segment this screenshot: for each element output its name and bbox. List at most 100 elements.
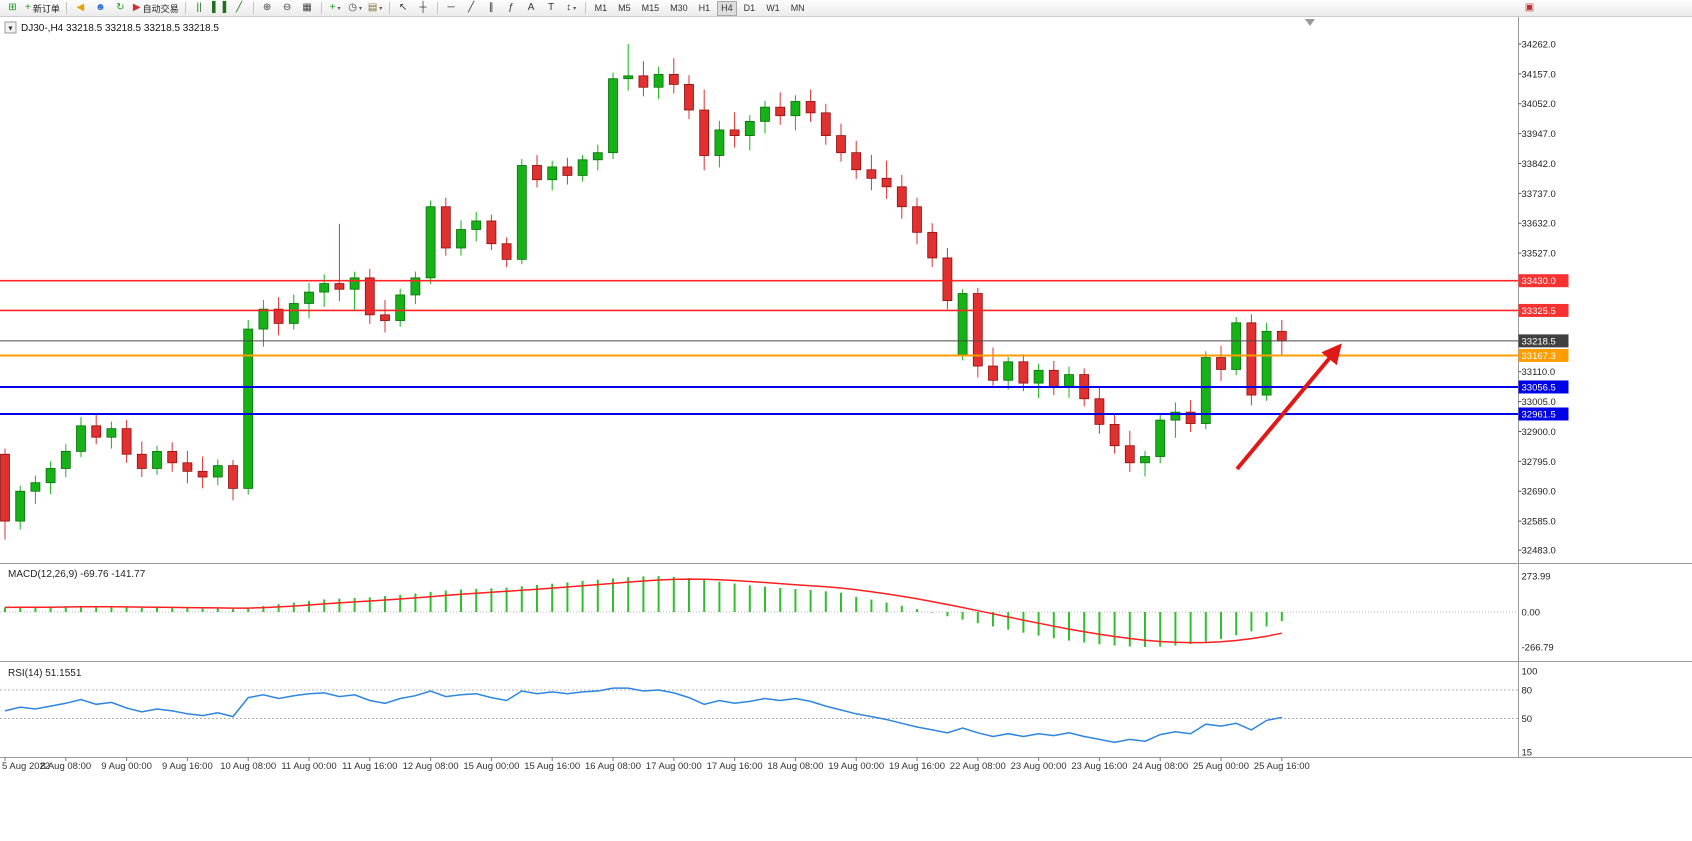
price-badge-label: 33325.5 — [1522, 306, 1556, 317]
macd-scale-label: 273.99 — [1522, 572, 1551, 583]
zoom-in-icon: ⊕ — [262, 2, 272, 13]
crosshair-button[interactable]: ┼ — [414, 1, 433, 15]
trend-arrow-annotation[interactable] — [1235, 343, 1342, 471]
rsi-scale-label: 100 — [1522, 667, 1538, 678]
rsi-scale-label: 15 — [1522, 747, 1533, 758]
candle — [592, 152, 603, 161]
candle — [425, 206, 436, 279]
news-icon[interactable]: ↻ — [111, 1, 130, 15]
timeframe-button-m1[interactable]: M1 — [594, 3, 608, 13]
tile-windows-button[interactable]: ▦ — [298, 1, 317, 15]
notifications-icon[interactable]: ◀ — [71, 1, 90, 15]
candle — [623, 75, 634, 80]
new-chart-button[interactable]: ⊞ — [3, 1, 22, 15]
candle — [258, 308, 269, 330]
price-tick-label: 33632.0 — [1522, 219, 1556, 230]
timeframe-button-h4[interactable]: H4 — [717, 0, 737, 16]
periods-button[interactable]: ◷ ▾ — [346, 1, 365, 15]
candlestick-chart-button[interactable]: ▌▐ — [210, 1, 229, 15]
candle — [760, 106, 770, 122]
new-order-button[interactable]: + 新订单 — [23, 1, 62, 15]
timeframe-button-mn[interactable]: MN — [790, 3, 805, 13]
toolbar-separator — [436, 2, 438, 14]
channel-button[interactable]: ∥ — [482, 1, 501, 15]
text-icon: A — [527, 2, 535, 13]
candle — [1276, 330, 1287, 342]
chat-icon[interactable]: ☻ — [91, 1, 110, 15]
candle — [167, 451, 178, 464]
price-tick-label: 33005.0 — [1522, 397, 1556, 408]
chart-canvas[interactable]: 34262.0 34157.0 34052.0 33947.0 33842.0 33737… — [0, 17, 1692, 841]
inbox-icon[interactable]: ▣ — [1520, 1, 1539, 15]
candle — [942, 257, 953, 302]
candle — [1048, 369, 1059, 388]
timeframe-button-m5[interactable]: M5 — [618, 3, 631, 13]
label-icon: T — [548, 2, 555, 13]
time-axis-label: 11 Aug 16:00 — [342, 761, 397, 772]
price-tick-label: 32795.0 — [1522, 457, 1556, 468]
price-badge — [1518, 380, 1569, 394]
candle — [516, 165, 527, 260]
trend-arrow[interactable] — [1235, 343, 1342, 471]
candle — [684, 83, 694, 111]
candle — [775, 106, 786, 117]
price-axis[interactable]: 34262.0 34157.0 34052.0 33947.0 33842.0 33737… — [1518, 40, 1569, 759]
panel-separators — [0, 17, 1692, 758]
chart-shift-marker[interactable] — [1305, 19, 1315, 26]
time-axis-label: 17 Aug 16:00 — [707, 761, 763, 772]
price-lines[interactable] — [0, 279, 1518, 415]
toolbar-separator — [184, 2, 186, 14]
toolbar: ⊞ + 新订单 ◀ ☻ ↻ ▶ 自动交易 || ▌▐ ╱ ⊕ ⊖ ▦ + ▾ ◷ ▾ ▤ ▾ ↖ ┼ ─ ╱ ∥ ƒ A T ↕ ▾ M1 M… — [0, 0, 1692, 17]
timeframe-button-d1[interactable]: D1 — [743, 3, 756, 13]
templates-button[interactable]: ▤ ▾ — [366, 1, 385, 15]
candle — [486, 220, 497, 245]
candle — [152, 451, 162, 469]
candle — [91, 425, 102, 438]
timeframe-button-h1[interactable]: H1 — [698, 3, 711, 13]
autotrading-button[interactable]: ▶ 自动交易 — [131, 1, 181, 15]
text-button[interactable]: A — [522, 1, 541, 15]
price-tick-label: 34262.0 — [1522, 40, 1556, 51]
time-axis-label: 25 Aug 16:00 — [1254, 761, 1310, 772]
fibonacci-button[interactable]: ƒ — [502, 1, 521, 15]
arrows-button[interactable]: ↕ ▾ — [562, 1, 581, 15]
indicators-button[interactable]: + ▾ — [326, 1, 345, 15]
cursor-button[interactable]: ↖ — [394, 1, 413, 15]
candle — [106, 428, 117, 438]
new-chart-icon: ⊞ — [8, 2, 17, 13]
candle — [364, 277, 375, 316]
cursor-icon: ↖ — [398, 2, 408, 13]
time-axis-label: 24 Aug 08:00 — [1132, 761, 1188, 772]
time-axis-label: 5 Aug 2022 — [2, 761, 50, 772]
candle — [638, 75, 649, 88]
horizontal-line-button[interactable]: ─ — [442, 1, 461, 15]
candle — [45, 468, 56, 484]
timeframe-button-m30[interactable]: M30 — [670, 3, 688, 13]
chart-collapse-button[interactable] — [4, 21, 17, 34]
line-chart-button[interactable]: ╱ — [230, 1, 249, 15]
rsi-line — [4, 687, 1282, 744]
time-axis-label: 22 Aug 08:00 — [950, 761, 1006, 772]
candle — [1261, 330, 1272, 396]
bars-chart-button[interactable]: || — [190, 1, 209, 15]
zoom-out-button[interactable]: ⊖ — [278, 1, 297, 15]
candle — [820, 112, 831, 137]
label-button[interactable]: T — [542, 1, 561, 15]
toolbar-separator — [320, 2, 322, 14]
candle — [957, 293, 968, 356]
price-tick-label: 32585.0 — [1522, 517, 1556, 528]
line-chart-icon: ╱ — [236, 2, 243, 13]
candle — [197, 470, 208, 478]
timeframe-button-w1[interactable]: W1 — [766, 3, 780, 13]
timeframe-button-m15[interactable]: M15 — [641, 3, 660, 13]
horizontal-line-icon: ─ — [447, 2, 455, 13]
candle — [212, 465, 223, 478]
rsi-indicator — [4, 687, 1282, 744]
zoom-in-button[interactable]: ⊕ — [258, 1, 277, 15]
price-badge-label: 32961.5 — [1522, 409, 1556, 420]
trendline-button[interactable]: ╱ — [462, 1, 481, 15]
candle — [288, 303, 299, 324]
candle — [319, 283, 330, 293]
candle — [380, 314, 390, 321]
